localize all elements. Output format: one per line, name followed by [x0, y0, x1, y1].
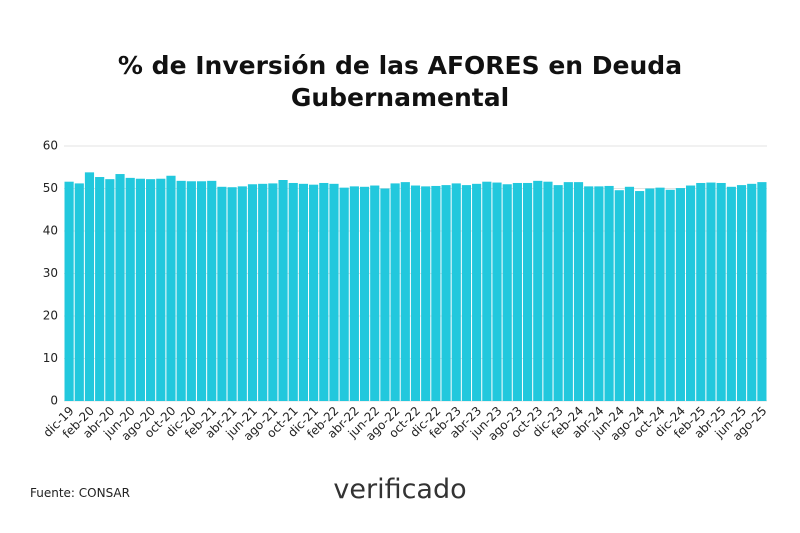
bar: [675, 188, 685, 401]
bar: [635, 191, 645, 401]
bar: [288, 182, 298, 401]
bar: [349, 186, 359, 401]
bar: [247, 184, 258, 401]
y-tick-label: 20: [43, 309, 58, 323]
bar: [95, 177, 105, 401]
bar: [584, 186, 594, 401]
bar: [146, 179, 156, 401]
bar: [176, 180, 186, 401]
bar: [258, 183, 268, 401]
bar: [421, 186, 431, 401]
bar: [696, 182, 706, 401]
bar: [227, 187, 237, 401]
bar: [522, 182, 533, 401]
bar: [686, 185, 696, 401]
bar: [329, 183, 339, 401]
source: Fuente: CONSAR: [30, 486, 130, 500]
bar: [502, 184, 512, 401]
bar: [706, 182, 716, 401]
bar: [736, 185, 747, 401]
bar: [410, 185, 421, 401]
bar: [757, 182, 767, 401]
y-tick-label: 40: [43, 224, 58, 238]
bar: [268, 183, 278, 401]
bar: [665, 189, 675, 401]
bar: [492, 182, 502, 401]
bar: [543, 181, 553, 401]
bar: [74, 183, 84, 401]
bar: [278, 180, 288, 401]
bar: [156, 178, 166, 401]
bar: [472, 183, 482, 401]
y-tick-label: 0: [50, 394, 58, 408]
bar: [594, 186, 604, 401]
bar: [604, 185, 614, 401]
bar: [125, 177, 135, 401]
bar: [359, 186, 370, 401]
y-tick-label: 30: [43, 266, 58, 280]
bar: [400, 182, 410, 401]
bar: [207, 180, 217, 401]
bar: [747, 183, 757, 401]
chart-title: % de Inversión de las AFORES en Deuda Gu…: [117, 51, 683, 112]
bar: [237, 186, 247, 401]
bar: [726, 186, 736, 401]
y-tick-label: 60: [43, 139, 58, 153]
bar: [298, 183, 309, 401]
bar: [512, 182, 522, 401]
bar: [339, 187, 349, 401]
bar: [716, 182, 726, 401]
bar: [217, 186, 227, 401]
bar: [135, 178, 145, 401]
bar: [319, 182, 329, 401]
bar: [441, 185, 451, 401]
bar: [115, 174, 125, 401]
bar: [431, 185, 441, 401]
bar: [573, 182, 584, 401]
bar: [533, 180, 543, 401]
y-tick-label: 10: [43, 351, 58, 365]
logo: verificado: [333, 474, 467, 505]
bar: [614, 190, 624, 401]
bar: [196, 181, 207, 401]
bar: [451, 183, 461, 401]
bar: [645, 188, 655, 401]
bar: [390, 183, 400, 401]
y-tick-label: 50: [43, 181, 58, 195]
bar: [166, 175, 176, 401]
bar: [105, 179, 115, 401]
bar: [186, 181, 196, 401]
bar: [655, 187, 665, 401]
bar: [309, 184, 319, 401]
bar: [370, 185, 380, 401]
bar: [482, 181, 492, 401]
bar: [84, 172, 95, 401]
bar: [64, 181, 74, 401]
bar: [380, 188, 390, 401]
bar: [461, 185, 472, 401]
bar: [624, 186, 635, 401]
bar: [553, 185, 563, 401]
bar: [563, 182, 573, 401]
